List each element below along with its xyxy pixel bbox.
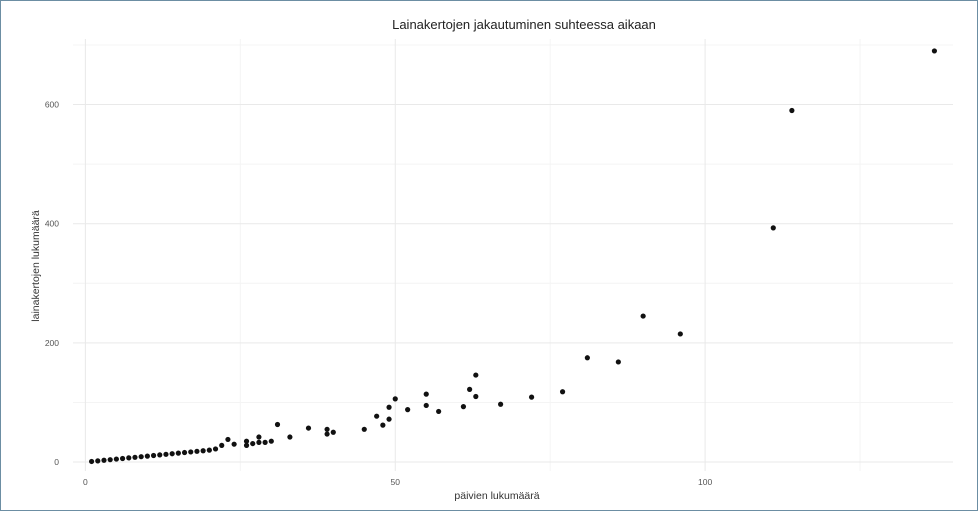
data-point <box>330 429 336 435</box>
data-point <box>287 434 293 440</box>
grid <box>73 39 953 471</box>
y-axis-label: lainakertojen lukumäärä <box>30 210 42 322</box>
data-point <box>615 359 621 365</box>
data-points <box>88 48 938 465</box>
data-point <box>436 408 442 415</box>
data-point <box>423 391 429 397</box>
data-point <box>88 458 95 465</box>
y-tick-labels: 0 200 400 600 <box>45 100 59 468</box>
y-tick-label: 600 <box>45 100 59 110</box>
data-point <box>460 404 467 410</box>
data-point <box>789 107 795 114</box>
data-point <box>138 454 144 460</box>
data-point <box>931 48 938 54</box>
data-point <box>144 453 150 459</box>
data-point <box>95 458 101 464</box>
data-point <box>231 441 237 447</box>
data-point <box>361 426 367 432</box>
data-point <box>113 456 119 462</box>
data-point <box>392 396 398 402</box>
x-axis-label: päivien lukumäärä <box>454 490 539 502</box>
data-point <box>498 401 504 407</box>
data-point <box>386 404 392 410</box>
y-tick-label: 0 <box>54 457 59 467</box>
data-point <box>107 457 113 463</box>
data-point <box>559 389 566 395</box>
data-point <box>132 454 138 460</box>
data-point <box>188 449 194 455</box>
data-point <box>274 421 281 428</box>
data-point <box>126 455 132 461</box>
data-point <box>194 448 200 454</box>
data-point <box>212 446 219 452</box>
data-point <box>163 451 169 457</box>
data-point <box>405 407 411 413</box>
data-point <box>473 393 479 400</box>
data-point <box>528 394 535 400</box>
data-point <box>677 331 683 337</box>
data-point <box>119 455 126 462</box>
data-point <box>169 451 175 457</box>
data-point <box>243 438 250 444</box>
data-point <box>770 225 776 231</box>
data-point <box>374 413 380 419</box>
data-point <box>243 442 250 448</box>
data-point <box>225 436 231 443</box>
data-point <box>380 422 386 428</box>
x-tick-labels: 0 50 100 <box>83 477 712 487</box>
data-point <box>324 431 330 437</box>
data-point <box>175 450 181 456</box>
data-point <box>423 402 429 409</box>
data-point <box>640 313 646 319</box>
data-point <box>324 426 330 432</box>
data-point <box>181 449 188 456</box>
x-tick-label: 50 <box>391 477 401 487</box>
data-point <box>101 457 107 463</box>
y-tick-label: 400 <box>45 219 59 229</box>
data-point <box>219 442 225 448</box>
data-point <box>256 434 262 440</box>
data-point <box>386 416 392 422</box>
data-point <box>473 372 479 378</box>
data-point <box>150 452 157 459</box>
y-tick-label: 200 <box>45 338 59 348</box>
data-point <box>305 425 312 431</box>
data-point <box>584 355 590 361</box>
data-point <box>157 452 163 458</box>
data-point <box>256 439 262 445</box>
x-tick-label: 100 <box>698 477 712 487</box>
data-point <box>250 440 256 447</box>
data-point <box>467 386 473 392</box>
data-point <box>268 438 274 444</box>
data-point <box>206 447 212 453</box>
chart-title: Lainakertojen jakautuminen suhteessa aik… <box>392 17 656 32</box>
data-point <box>200 448 206 454</box>
x-tick-label: 0 <box>83 477 88 487</box>
data-point <box>262 439 268 445</box>
